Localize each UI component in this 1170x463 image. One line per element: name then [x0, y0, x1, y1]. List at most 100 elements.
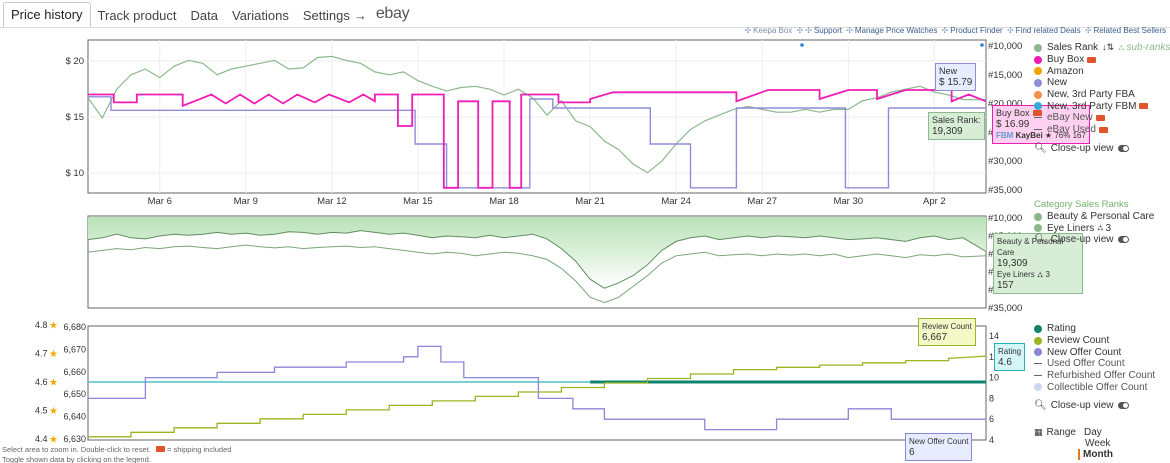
legend-ebay-new[interactable]: eBay New [1034, 112, 1170, 124]
shipping-truck-icon [1095, 114, 1105, 121]
y-tick-label-category: #10,000 [988, 213, 1022, 224]
legend-new-offer-count[interactable]: New Offer Count [1034, 346, 1155, 358]
series-eye-liners[interactable] [87, 244, 987, 304]
series-review-count[interactable] [88, 355, 987, 438]
legend-new-fba[interactable]: New, 3rd Party FBA [1034, 89, 1170, 101]
tab-ebay[interactable]: ebay [375, 5, 410, 22]
legend-ebay-used[interactable]: eBay Used [1034, 124, 1170, 136]
closeup-toggle-reviews[interactable]: 🔍︎ Close-up view [1034, 400, 1155, 412]
y-tick-label-reviews: 6,640 [63, 412, 86, 422]
series-new[interactable] [88, 96, 986, 189]
legend-sales-rank[interactable]: Sales Rank ↓⇅ ⛼ sub-ranks [1034, 42, 1170, 54]
star-icon: ★ [49, 321, 58, 332]
help-footer: Select area to zoom in. Double-click to … [2, 445, 232, 463]
x-tick-label: Mar 15 [403, 196, 433, 207]
x-tick-label: Mar 30 [833, 196, 863, 207]
tab-divider [0, 27, 1170, 28]
link-find-related-deals[interactable]: Find related Deals [1015, 26, 1081, 35]
series-new-offer-count[interactable] [88, 345, 986, 431]
magnifier-icon: 🔍︎ [1034, 142, 1047, 154]
tooltip-new-offer-count: New Offer Count 6 [905, 433, 973, 461]
tab-settings[interactable]: Settings [302, 8, 350, 23]
y-tick-label-price: $ 10 [66, 168, 85, 179]
tooltip-rating: Rating 4.6 [994, 343, 1026, 371]
link-related-best-sellers[interactable]: Related Best Sellers [1093, 26, 1166, 35]
closeup-toggle-price[interactable]: 🔍︎ Close-up view [1034, 143, 1170, 155]
tooltip-sales-rank: Sales Rank: 19,309 [928, 112, 985, 140]
y-tick-label-price: $ 20 [66, 56, 85, 67]
legend-refurbished-offer-count[interactable]: Refurbished Offer Count [1034, 370, 1155, 382]
link-keepa-box[interactable]: Keepa Box [753, 26, 793, 35]
series-beauty[interactable] [87, 230, 987, 289]
shipping-truck-icon [1139, 103, 1149, 110]
y-tick-label-rank: #15,000 [988, 70, 1022, 81]
y-tick-label-offers: 4 [989, 435, 994, 445]
legend-review-count[interactable]: Review Count [1034, 335, 1155, 347]
x-tick-label: Mar 9 [234, 196, 258, 207]
tooltip-new: New $ 15.79 [935, 63, 977, 91]
marker-dot [800, 43, 804, 47]
series-sales-rank[interactable] [87, 55, 986, 174]
tab-price-history[interactable]: Price history [3, 2, 91, 28]
category-chart[interactable]: #10,000#15,000#20,000#25,000#30,000#35,0… [87, 213, 1022, 314]
legend-new-fbm[interactable]: New, 3rd Party FBM [1034, 100, 1170, 112]
category-legend-title: Category Sales Ranks [1034, 199, 1129, 211]
legend-eye-liners[interactable]: Eye Liners ⛼ 3 [1034, 222, 1154, 234]
x-tick-label: Mar 21 [575, 196, 605, 207]
legend-category: Category Sales Ranks Beauty & Personal C… [1034, 199, 1154, 246]
toggle-icon [1117, 144, 1129, 152]
y-tick-label-reviews: 6,670 [63, 344, 86, 354]
x-tick-label: Mar 12 [317, 196, 347, 207]
y-tick-label-reviews: 6,650 [63, 389, 86, 399]
x-tick-label: Apr 2 [923, 196, 946, 207]
y-tick-label-rating: 4.6 [35, 377, 48, 387]
legend-used-offer-count[interactable]: Used Offer Count [1034, 358, 1155, 370]
magnifier-icon: 🔍︎ [1034, 400, 1047, 412]
y-tick-label-reviews: 6,660 [63, 367, 86, 377]
tab-data[interactable]: Data [190, 8, 218, 23]
range-month[interactable]: Month [1078, 449, 1113, 460]
x-tick-label: Mar 24 [661, 196, 691, 207]
toggle-icon [1117, 236, 1129, 244]
y-tick-label-offers: 8 [989, 393, 994, 403]
legend-collectible-offer-count[interactable]: Collectible Offer Count [1034, 381, 1155, 393]
shipping-truck-icon [1032, 110, 1042, 116]
legend-new[interactable]: New [1034, 77, 1170, 89]
range-week[interactable]: Week [1085, 438, 1111, 449]
closeup-toggle-category[interactable]: 🔍︎ Close-up view [1034, 234, 1154, 246]
link-support[interactable]: Support [813, 26, 842, 35]
top-links: ✣ Keepa Box ✣ ✣ Support ✣ Manage Price Watch… [744, 26, 1166, 35]
calendar-icon: ▦ [1034, 427, 1043, 437]
star-icon: ★ [49, 349, 58, 360]
y-tick-label-price: $ 15 [66, 112, 85, 123]
toggle-icon [1117, 402, 1129, 410]
legend-reviews: Rating Review Count New Offer Count Used… [1034, 323, 1155, 412]
star-icon: ★ [49, 378, 58, 389]
range-day[interactable]: Day [1083, 427, 1102, 438]
price-chart[interactable]: Mar 6 Mar 9 Mar 12 Mar 15 Mar 18 Mar 21 Mar 24… [66, 39, 1023, 207]
legend-beauty[interactable]: Beauty & Personal Care [1034, 211, 1154, 223]
y-tick-label-rating: 4.8 [35, 320, 48, 330]
legend-buy-box[interactable]: Buy Box [1034, 54, 1170, 66]
tab-track-product[interactable]: Track product [97, 8, 177, 23]
y-tick-label-offers: 14 [989, 331, 999, 341]
tooltip-buy-box: Buy Box $ 16.99 FBM KayBei ★ 76% 167 [992, 105, 1090, 144]
marker-dot [980, 43, 984, 47]
x-tick-label: Mar 18 [489, 196, 519, 207]
link-product-finder[interactable]: Product Finder [950, 26, 1003, 35]
y-tick-label-reviews: 6,680 [63, 322, 86, 332]
arrow-icon: → [353, 8, 367, 23]
tab-variations[interactable]: Variations [232, 8, 289, 23]
series-buy-box[interactable] [88, 89, 987, 189]
x-tick-label: Mar 27 [747, 196, 777, 207]
legend-price: Sales Rank ↓⇅ ⛼ sub-ranks Buy Box Amazon Ne… [1034, 42, 1170, 154]
legend-amazon[interactable]: Amazon [1034, 65, 1170, 77]
legend-rating[interactable]: Rating [1034, 323, 1155, 335]
area-beauty-fill [88, 217, 986, 289]
link-manage-price-watches[interactable]: Manage Price Watches [854, 26, 938, 35]
y-tick-label-rank: #20,000 [988, 99, 1022, 110]
y-tick-label-rank: #30,000 [988, 156, 1022, 167]
y-tick-label-rank: #10,000 [988, 41, 1022, 52]
